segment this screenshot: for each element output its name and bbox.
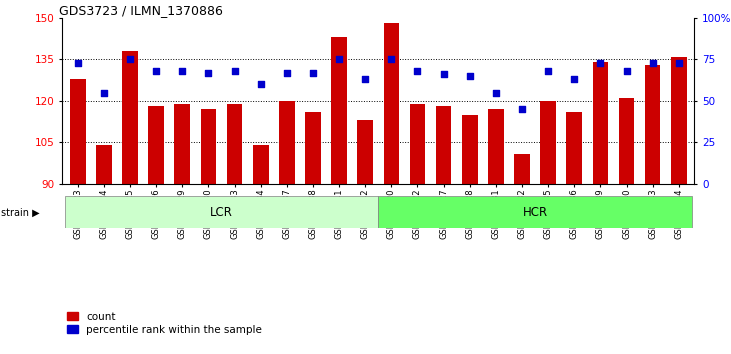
Text: LCR: LCR (210, 206, 233, 219)
Point (516, 106, 528, 112)
Point (438, 72, 450, 77)
Legend: count, percentile rank within the sample: count, percentile rank within the sample (67, 312, 262, 335)
Bar (331, 37, 347, 184)
Bar (488, 109, 504, 184)
Point (621, 68, 632, 74)
Point (360, 76, 371, 82)
Point (124, 56, 136, 62)
Point (464, 73, 476, 79)
Bar (70, 79, 86, 184)
Point (98, 90, 110, 96)
Point (385, 56, 397, 62)
Point (176, 68, 188, 74)
Bar (593, 62, 608, 184)
Bar (96, 145, 112, 184)
Point (542, 68, 554, 74)
Point (281, 70, 292, 75)
Bar (357, 120, 373, 184)
Bar (436, 107, 452, 184)
Point (412, 68, 423, 74)
Point (673, 60, 685, 65)
Bar (175, 104, 190, 184)
Bar (618, 98, 635, 184)
Point (151, 68, 162, 74)
Point (229, 68, 240, 74)
Bar (122, 51, 138, 184)
Bar (671, 57, 686, 184)
Bar (200, 109, 216, 184)
FancyBboxPatch shape (65, 196, 378, 228)
Point (333, 56, 345, 62)
Point (307, 70, 319, 75)
Point (569, 76, 580, 82)
Bar (409, 104, 425, 184)
Bar (514, 154, 530, 184)
Bar (540, 101, 556, 184)
Text: GDS3723 / ILMN_1370886: GDS3723 / ILMN_1370886 (59, 4, 223, 17)
Point (255, 81, 267, 87)
Bar (645, 65, 661, 184)
Point (490, 90, 501, 96)
Text: strain ▶: strain ▶ (1, 207, 40, 217)
Bar (279, 101, 295, 184)
Bar (148, 107, 164, 184)
Bar (384, 23, 399, 184)
Bar (227, 104, 243, 184)
Bar (305, 112, 321, 184)
Point (202, 70, 214, 75)
Point (594, 60, 606, 65)
Bar (253, 145, 268, 184)
Bar (462, 115, 477, 184)
Point (72, 60, 83, 65)
Text: HCR: HCR (523, 206, 548, 219)
Bar (567, 112, 582, 184)
FancyBboxPatch shape (378, 196, 692, 228)
Point (647, 60, 659, 65)
